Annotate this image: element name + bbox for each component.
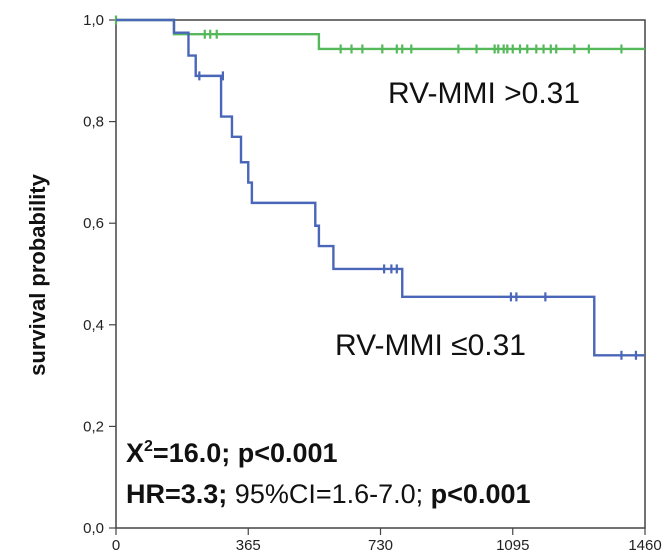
hazard-ratio-stat: HR=3.3; 95%CI=1.6-7.0; p<0.001 (126, 479, 531, 509)
x-tick-label: 1460 (628, 537, 661, 553)
y-tick-label: 0,8 (83, 114, 104, 131)
plot-frame (115, 19, 646, 529)
x-tick-label: 1095 (496, 537, 529, 553)
y-axis: 0,0 0,2 0,4 0,6 0,8 1,0 (83, 12, 116, 537)
y-axis-label: survival probability (25, 173, 50, 375)
ci-value: 95%CI=1.6-7.0; (227, 479, 423, 509)
chi-superscript: 2 (144, 438, 153, 455)
x-tick-label: 730 (368, 537, 393, 553)
chi-square-stat: X2=16.0; p<0.001 (126, 438, 338, 468)
hr-value: HR=3.3; (126, 479, 227, 509)
upper-curve-label: RV-MMI >0.31 (388, 77, 580, 110)
hr-p-value: p<0.001 (423, 479, 530, 509)
chi-value: =16.0; p<0.001 (153, 438, 338, 468)
series-layer (114, 15, 645, 360)
lower-curve-label: RV-MMI ≤0.31 (335, 329, 526, 362)
y-tick-label: 0,2 (83, 418, 104, 435)
x-tick-label: 365 (236, 537, 261, 553)
series-low-mmi (116, 18, 645, 360)
survival-step-line (116, 18, 645, 357)
x-tick-label: 0 (112, 537, 120, 553)
y-tick-label: 0,6 (83, 215, 104, 232)
x-axis: 0 365 730 1095 1460 (112, 528, 662, 553)
y-tick-label: 1,0 (83, 12, 104, 29)
y-tick-label: 0,0 (83, 520, 104, 537)
y-tick-label: 0,4 (83, 317, 104, 334)
chi-symbol: X (126, 438, 144, 468)
